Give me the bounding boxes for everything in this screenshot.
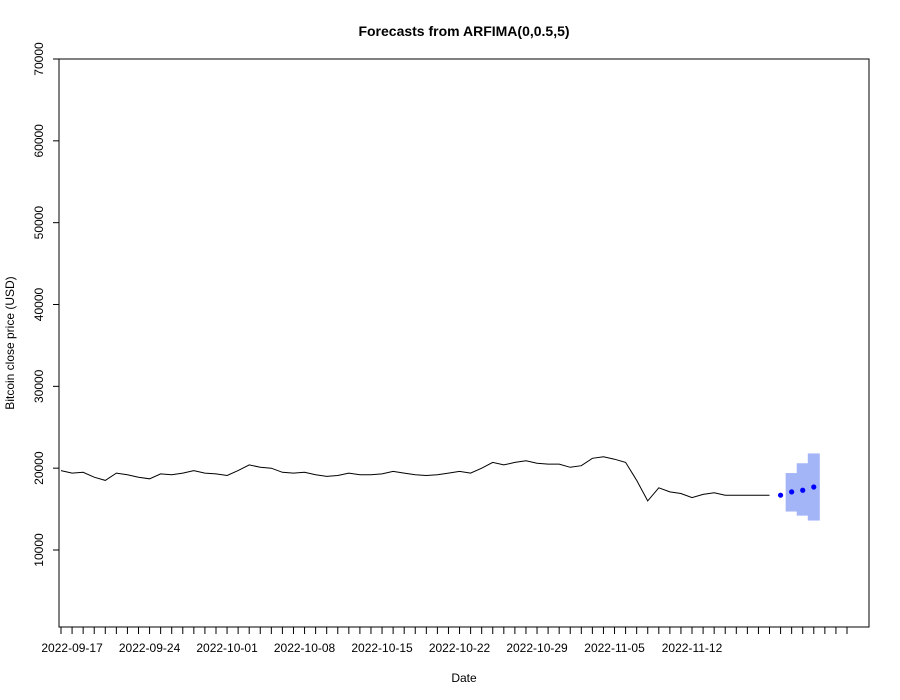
x-tick-label: 2022-10-15 xyxy=(351,641,413,655)
y-tick-label: 70000 xyxy=(32,42,46,76)
historical-series-line xyxy=(60,456,770,502)
x-tick-label: 2022-09-17 xyxy=(41,641,103,655)
forecast-point xyxy=(777,492,784,498)
x-tick-label: 2022-11-05 xyxy=(584,641,645,655)
y-tick-label: 20000 xyxy=(32,451,46,485)
x-tick-label: 2022-10-08 xyxy=(274,641,336,655)
chart-title: Forecasts from ARFIMA(0,0.5,5) xyxy=(358,23,569,39)
plot-frame xyxy=(58,58,870,628)
y-axis-label: Bitcoin close price (USD) xyxy=(3,276,17,409)
forecast-point xyxy=(800,487,806,493)
y-tick-label: 60000 xyxy=(32,124,46,158)
plot-area xyxy=(60,453,820,521)
forecast-point xyxy=(811,484,817,490)
x-tick-label: 2022-09-24 xyxy=(119,641,181,655)
x-tick-label: 2022-10-01 xyxy=(196,641,258,655)
x-axis-label: Date xyxy=(451,671,477,685)
x-tick-label: 2022-10-22 xyxy=(429,641,491,655)
x-tick-label: 2022-11-12 xyxy=(662,641,723,655)
y-tick-label: 30000 xyxy=(32,369,46,403)
y-tick-label: 40000 xyxy=(32,287,46,321)
y-tick-label: 10000 xyxy=(32,533,46,567)
y-tick-label: 50000 xyxy=(32,206,46,240)
forecast-point xyxy=(789,489,795,495)
x-tick-label: 2022-10-29 xyxy=(506,641,568,655)
